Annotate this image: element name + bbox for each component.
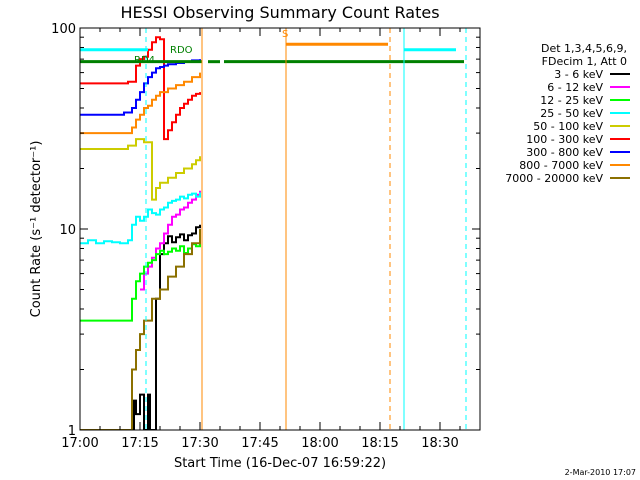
- legend-label-6: 100 - 300 keV: [526, 133, 603, 146]
- series-line-4: [80, 192, 201, 245]
- series-lines: [80, 36, 201, 430]
- legend-label-2: 6 - 12 keV: [547, 81, 603, 94]
- x-axis-label: Start Time (16-Dec-07 16:59:22): [174, 456, 386, 471]
- annotations: RD4 RDO S: [134, 29, 288, 66]
- axes: 17:00 17:15 17:30 17:45 18:00 18:15 18:30 1 10 10…: [51, 22, 481, 451]
- footer-timestamp: 2-Mar-2010 17:07: [565, 468, 636, 477]
- legend-label-3: 12 - 25 keV: [540, 94, 603, 107]
- legend-label-1: 3 - 6 keV: [554, 68, 603, 81]
- x-tick-label-3: 17:30: [181, 436, 218, 451]
- legend-label-5: 50 - 100 keV: [533, 120, 603, 133]
- legend: Det 1,3,4,5,6,9,FDecim 1, Att 03 - 6 keV…: [505, 42, 630, 185]
- annotation-2: RDO: [170, 45, 193, 56]
- legend-label-8: 800 - 7000 keV: [519, 159, 603, 172]
- series-line-9: [80, 229, 201, 430]
- series-line-8: [80, 72, 201, 135]
- annotation-3: S: [282, 29, 288, 40]
- legend-header-1: Det 1,3,4,5,6,9,: [541, 42, 627, 55]
- legend-label-4: 25 - 50 keV: [540, 107, 603, 120]
- y-tick-label-3: 100: [51, 22, 76, 37]
- x-tick-label-5: 18:00: [301, 436, 338, 451]
- series-line-5: [80, 138, 201, 201]
- y-tick-label-2: 10: [59, 223, 76, 238]
- vertical-markers: [145, 28, 467, 430]
- x-tick-label-1: 17:00: [61, 436, 98, 451]
- flag-bars: [80, 42, 464, 64]
- legend-label-9: 7000 - 20000 keV: [505, 172, 603, 185]
- annotation-1: RD4: [134, 55, 155, 66]
- x-tick-label-2: 17:15: [121, 436, 158, 451]
- x-tick-label-6: 18:15: [361, 436, 398, 451]
- series-line-1: [80, 224, 201, 430]
- series-line-6: [80, 36, 201, 141]
- x-tick-label-4: 17:45: [241, 436, 278, 451]
- series-line-7: [80, 59, 201, 116]
- y-tick-label-1: 1: [68, 424, 76, 439]
- legend-label-7: 300 - 800 keV: [526, 146, 603, 159]
- chart-title: HESSI Observing Summary Count Rates: [120, 3, 439, 22]
- series-line-2: [140, 190, 201, 291]
- series-line-3: [80, 243, 201, 322]
- plot-frame: [79, 27, 481, 431]
- legend-header-2: FDecim 1, Att 0: [542, 55, 627, 68]
- y-axis-label: Count Rate (s⁻¹ detector⁻¹): [29, 141, 44, 318]
- x-tick-label-7: 18:30: [421, 436, 458, 451]
